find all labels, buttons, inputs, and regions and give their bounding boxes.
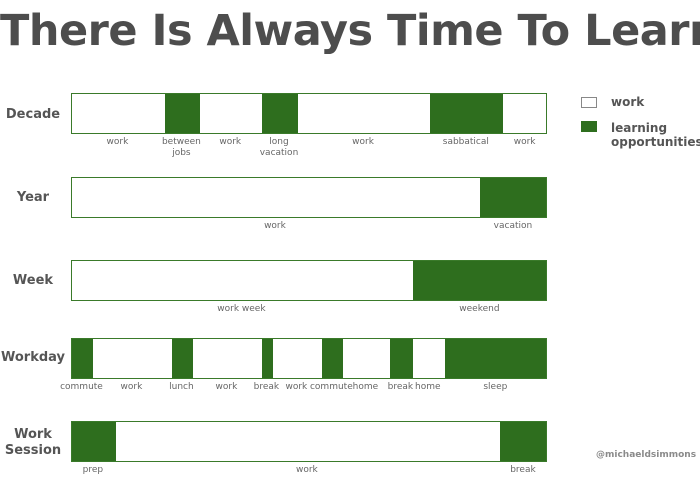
- segment-label: work: [285, 382, 308, 392]
- segment-label: prep: [82, 465, 104, 475]
- segment-label: work: [513, 137, 536, 147]
- segment-label: work week: [217, 304, 266, 314]
- row-label: Work Session: [4, 427, 62, 458]
- work-segment: [72, 261, 413, 300]
- segment-label: sleep: [483, 382, 508, 392]
- learning-segment: [72, 422, 116, 461]
- timeline-bar: [71, 93, 547, 134]
- learning-segment: [164, 94, 201, 133]
- learning-segment: [444, 339, 546, 378]
- learning-segment: [430, 94, 504, 133]
- segment-label: work: [352, 137, 374, 147]
- segment-label: work: [106, 137, 129, 147]
- segment-label: home: [414, 382, 441, 392]
- row-label: Week: [12, 273, 54, 288]
- learning-segment: [321, 339, 343, 378]
- segment-label: work: [120, 382, 143, 392]
- segment-label: long vacation: [259, 137, 299, 158]
- learning-segment: [171, 339, 193, 378]
- timeline-bar: [71, 177, 547, 218]
- timeline-bar: [71, 421, 547, 462]
- work-segment: [298, 94, 431, 133]
- segment-label: between jobs: [161, 137, 201, 158]
- learning-segment: [262, 94, 298, 133]
- legend-learning-label: learning opportunities: [611, 121, 700, 149]
- learning-segment: [412, 261, 546, 300]
- segment-label: weekend: [459, 304, 500, 314]
- segment-label: work: [295, 465, 318, 475]
- segment-label: break: [510, 465, 536, 475]
- row-label: Decade: [5, 107, 61, 122]
- author-watermark: @michaeldsimmons: [596, 450, 697, 460]
- legend-work-label: work: [611, 95, 645, 109]
- work-segment: [503, 94, 546, 133]
- legend-work-swatch: [581, 97, 597, 108]
- learning-segment: [479, 178, 546, 217]
- segment-label: work: [264, 221, 286, 231]
- work-segment: [93, 339, 172, 378]
- row-label: Year: [16, 190, 50, 205]
- learning-segment: [261, 339, 273, 378]
- segment-label: sabbatical: [442, 137, 489, 147]
- segment-label: break: [253, 382, 280, 392]
- work-segment: [200, 94, 262, 133]
- segment-label: commute: [309, 382, 353, 392]
- segment-label: home: [352, 382, 379, 392]
- work-segment: [72, 178, 480, 217]
- learning-segment: [72, 339, 93, 378]
- timeline-bar: [71, 260, 547, 301]
- work-segment: [72, 94, 165, 133]
- work-segment: [116, 422, 500, 461]
- row-label: Workday: [0, 350, 66, 365]
- diagram-title: There Is Always Time To Learn: [0, 6, 700, 56]
- work-segment: [413, 339, 445, 378]
- legend-learning-swatch: [581, 121, 597, 132]
- segment-label: lunch: [169, 382, 194, 392]
- work-segment: [193, 339, 262, 378]
- work-segment: [273, 339, 322, 378]
- timeline-bar: [71, 338, 547, 379]
- learning-segment: [499, 422, 546, 461]
- segment-label: vacation: [493, 221, 533, 231]
- segment-label: work: [219, 137, 242, 147]
- work-segment: [343, 339, 390, 378]
- segment-label: break: [387, 382, 414, 392]
- segment-label: commute: [60, 382, 103, 392]
- learning-segment: [389, 339, 413, 378]
- segment-label: work: [215, 382, 238, 392]
